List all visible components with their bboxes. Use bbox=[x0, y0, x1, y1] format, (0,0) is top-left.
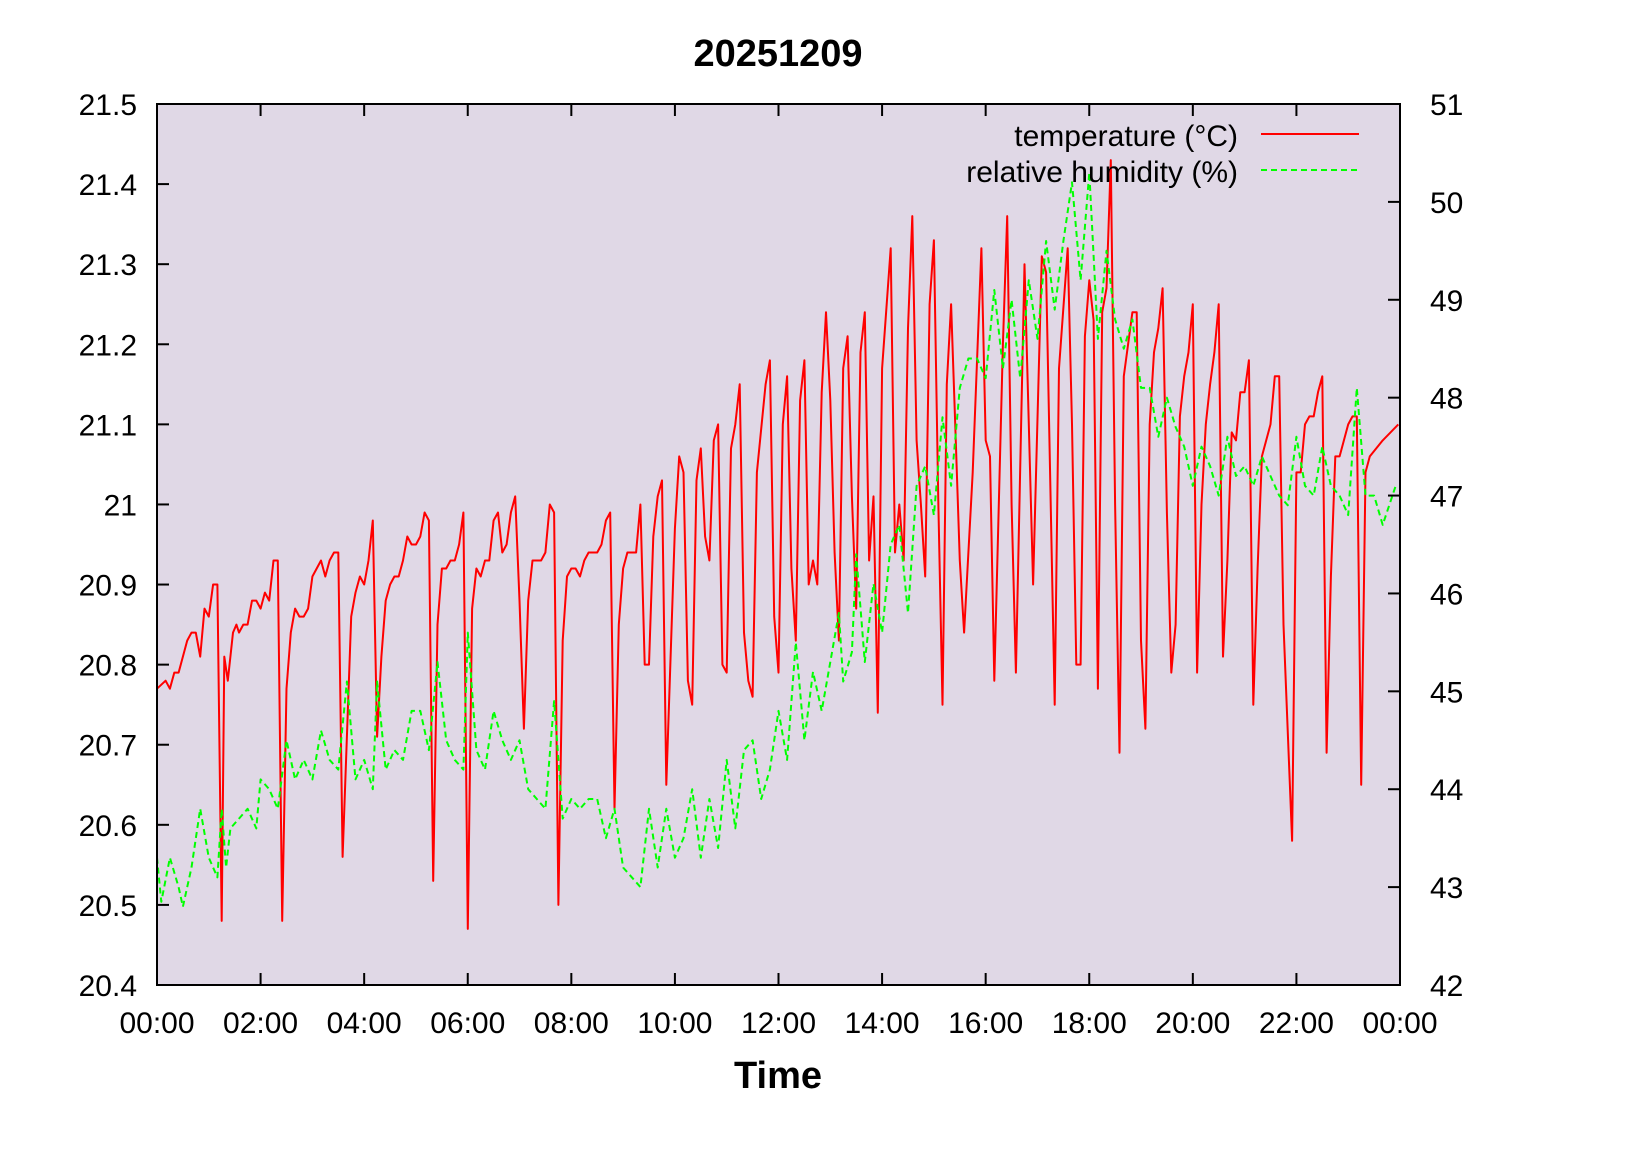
y-tick-label: 21.1 bbox=[79, 409, 137, 442]
y2-tick-label: 49 bbox=[1430, 285, 1463, 318]
y2-tick-label: 45 bbox=[1430, 676, 1463, 709]
x-tick-label: 12:00 bbox=[741, 1007, 816, 1040]
y-tick-label: 20.9 bbox=[79, 570, 137, 603]
x-tick-label: 20:00 bbox=[1155, 1007, 1230, 1040]
y-tick-label: 21.3 bbox=[79, 249, 137, 282]
y-tick-label: 21.4 bbox=[79, 169, 137, 202]
x-tick-label: 14:00 bbox=[845, 1007, 920, 1040]
legend-label-humidity: relative humidity (%) bbox=[966, 156, 1238, 189]
y2-tick-label: 48 bbox=[1430, 383, 1463, 416]
y-tick-label: 21.2 bbox=[79, 329, 137, 362]
x-tick-label: 04:00 bbox=[327, 1007, 402, 1040]
legend-label-temperature: temperature (°C) bbox=[1014, 120, 1238, 153]
x-tick-label: 16:00 bbox=[948, 1007, 1023, 1040]
y-tick-label: 20.6 bbox=[79, 810, 137, 843]
y-tick-label: 21.5 bbox=[79, 89, 137, 122]
y2-tick-label: 44 bbox=[1430, 774, 1463, 807]
ticks-layer: 00:00 02:00 04:00 06:00 08:00 10:00 12:00 14:00… bbox=[79, 89, 1464, 1040]
plot-background bbox=[157, 104, 1400, 985]
y-tick-label: 20.8 bbox=[79, 650, 137, 683]
y2-tick-label: 50 bbox=[1430, 187, 1463, 220]
y-tick-label: 20.7 bbox=[79, 730, 137, 763]
x-tick-label: 10:00 bbox=[637, 1007, 712, 1040]
x-tick-label: 00:00 bbox=[1362, 1007, 1437, 1040]
x-tick-label: 08:00 bbox=[534, 1007, 609, 1040]
y2-tick-label: 51 bbox=[1430, 89, 1463, 122]
x-tick-label: 06:00 bbox=[430, 1007, 505, 1040]
x-tick-label: 18:00 bbox=[1052, 1007, 1127, 1040]
y-tick-label: 20.4 bbox=[79, 970, 137, 1003]
chart-title: 20251209 bbox=[693, 33, 862, 75]
x-tick-label: 00:00 bbox=[119, 1007, 194, 1040]
y2-tick-label: 42 bbox=[1430, 970, 1463, 1003]
x-tick-label: 02:00 bbox=[223, 1007, 298, 1040]
y2-tick-label: 47 bbox=[1430, 481, 1463, 514]
y-tick-label: 21 bbox=[104, 489, 137, 522]
humidity-line bbox=[156, 171, 1397, 908]
series-layer bbox=[156, 159, 1400, 930]
x-axis-label: Time bbox=[734, 1055, 822, 1097]
y-tick-label: 20.5 bbox=[79, 890, 137, 923]
y2-tick-label: 43 bbox=[1430, 872, 1463, 905]
temperature-line bbox=[156, 159, 1400, 930]
x-tick-label: 22:00 bbox=[1259, 1007, 1334, 1040]
legend: temperature (°C) relative humidity (%) bbox=[966, 120, 1359, 189]
y2-tick-label: 46 bbox=[1430, 578, 1463, 611]
